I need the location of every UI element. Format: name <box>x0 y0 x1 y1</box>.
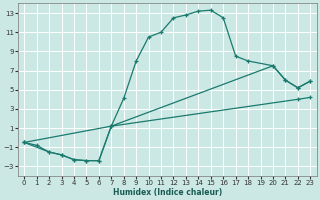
X-axis label: Humidex (Indice chaleur): Humidex (Indice chaleur) <box>113 188 222 197</box>
